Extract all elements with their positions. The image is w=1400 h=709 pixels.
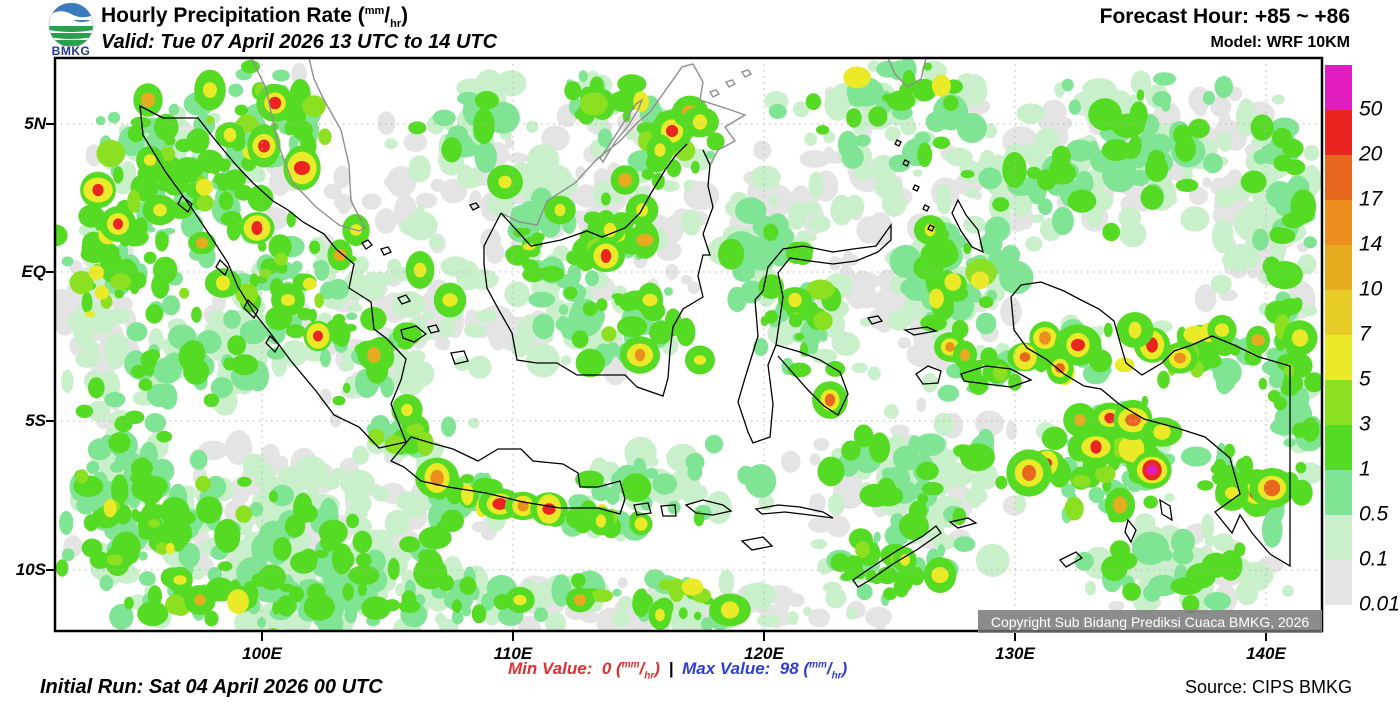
coastlines-indonesia [139, 104, 1291, 588]
legend-label: 3 [1359, 412, 1371, 436]
max-value-number: 98 [779, 659, 799, 678]
precipitation-field [56, 59, 1321, 630]
legend-label: 20 [1359, 142, 1383, 166]
copyright-watermark: Copyright Sub Bidang Prediksi Cuaca BMKG… [978, 610, 1322, 633]
bmkg-logo-text: BMKG [51, 44, 91, 58]
lat-label: 5S [25, 411, 46, 430]
colorbar [1325, 65, 1352, 605]
lon-label: 140E [1246, 644, 1286, 663]
legend-label: 7 [1359, 322, 1371, 346]
valid-time-subtitle: Valid: Tue 07 April 2026 13 UTC to 14 UT… [101, 31, 498, 53]
min-value-label: Min Value: [508, 659, 593, 678]
legend-label: 0.01 [1359, 592, 1400, 616]
coastlines-foreign [250, 59, 927, 232]
max-value: Max Value: 98 (mm/hr) [682, 659, 848, 682]
min-unit-sub: hr [644, 670, 655, 682]
page-title: Hourly Precipitation Rate (mm/hr) [101, 4, 408, 30]
minmax-values: Min Value: 0 (mm/hr) | Max Value: 98 (mm… [508, 659, 847, 681]
legend-label: 50 [1359, 97, 1383, 121]
max-value-label: Max Value: [682, 659, 771, 678]
lat-label: 10S [15, 560, 46, 579]
lon-label: 130E [995, 644, 1035, 663]
axis-ticks [46, 123, 1267, 641]
legend-label: 5 [1359, 367, 1371, 391]
lon-label: 110E [493, 644, 533, 663]
legend-label: 1 [1359, 457, 1371, 481]
logo-cloud-white [49, 11, 93, 20]
min-value: Min Value: 0 (mm/hr) [508, 659, 660, 682]
legend-label: 14 [1359, 232, 1383, 256]
lat-label: EQ [21, 262, 46, 281]
min-value-number: 0 [601, 659, 612, 678]
lon-label: 120E [744, 644, 784, 663]
initial-run-label: Initial Run: Sat 04 April 2026 00 UTC [40, 676, 383, 698]
min-unit-sup: mm [621, 659, 640, 671]
minmax-separator: | [668, 659, 674, 678]
title-text: Hourly Precipitation Rate [101, 4, 352, 27]
lon-label: 100E [242, 644, 282, 663]
gridlines [56, 59, 1321, 630]
legend-label: 0.1 [1359, 547, 1389, 571]
legend-label: 10 [1359, 277, 1383, 301]
lat-label: 5N [24, 114, 46, 133]
legend-label: 17 [1359, 187, 1383, 211]
max-unit-sub: hr [831, 670, 842, 682]
model-label: Model: WRF 10KM [1210, 34, 1350, 51]
bmkg-logo [48, 2, 94, 48]
logo-waves [49, 26, 93, 46]
map-border [53, 56, 1324, 633]
legend-label: 0.5 [1359, 502, 1389, 526]
forecast-hour-label: Forecast Hour: +85 ~ +86 [1099, 5, 1350, 28]
title-unit: (mm/hr) [357, 4, 409, 31]
max-unit-sup: mm [809, 659, 827, 671]
source-label: Source: CIPS BMKG [1184, 677, 1352, 697]
